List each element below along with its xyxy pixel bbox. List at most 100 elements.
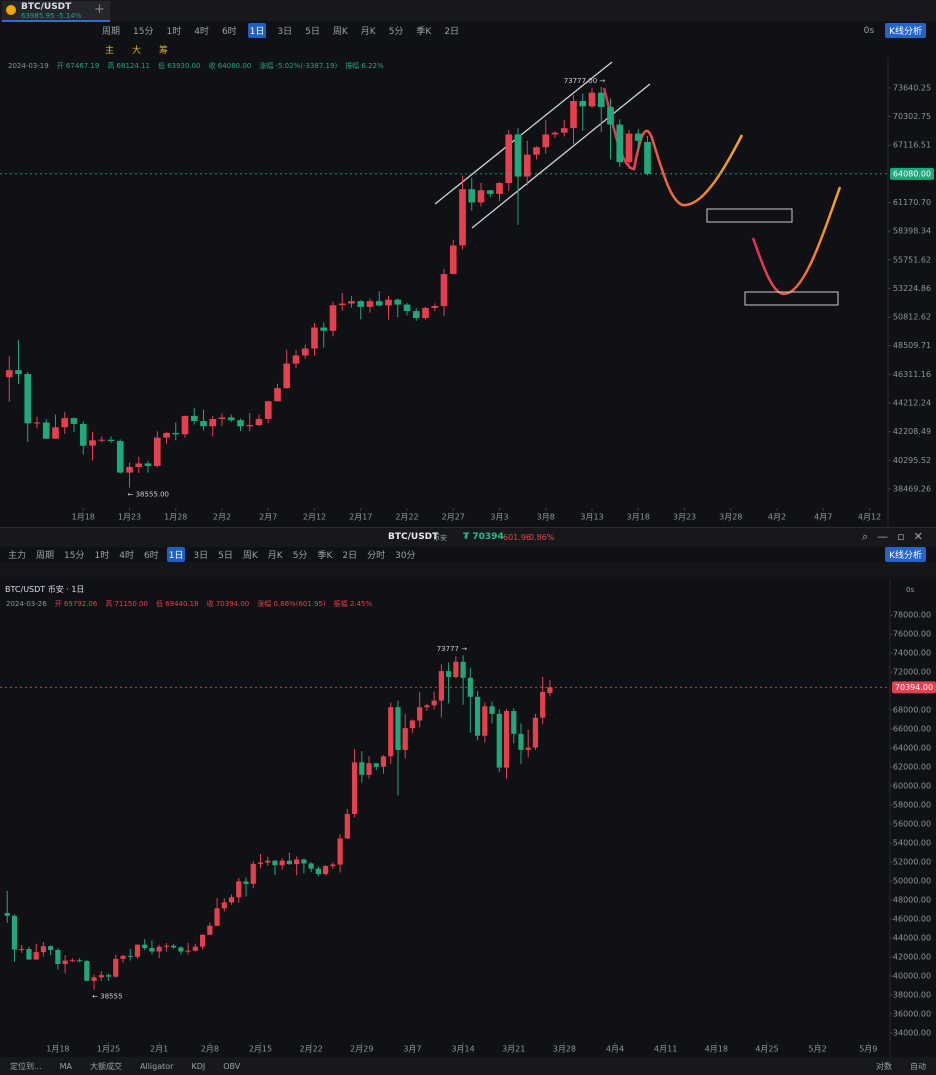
candle-body bbox=[373, 763, 379, 767]
timeframe-button[interactable]: 2日 bbox=[342, 550, 358, 561]
drawing-tools: 主大筹 bbox=[103, 42, 170, 57]
timeframe-button[interactable]: 5分 bbox=[388, 27, 404, 37]
x-tick-label: 2月27 bbox=[442, 513, 465, 522]
candle-body bbox=[11, 915, 18, 950]
top-right-item[interactable]: K线分析 bbox=[885, 546, 926, 562]
timeframe-button[interactable]: 1日 bbox=[247, 23, 267, 38]
status-item[interactable]: 自动 bbox=[910, 1062, 926, 1071]
top-right-item[interactable]: 0s bbox=[863, 25, 875, 36]
high-label: 73777.00 → bbox=[564, 77, 606, 85]
candle-body bbox=[255, 418, 263, 426]
candle-body bbox=[417, 707, 423, 721]
low-label: ← 38555 bbox=[92, 993, 122, 1001]
candle-body bbox=[301, 348, 309, 356]
y-tick-label: 52000.00 bbox=[893, 858, 931, 867]
status-item[interactable]: 定位到... bbox=[10, 1061, 42, 1071]
x-tick-label: 4月7 bbox=[814, 513, 832, 522]
timeframe-button[interactable]: 15分 bbox=[133, 27, 154, 37]
timeframe-button[interactable]: 周期 bbox=[36, 550, 55, 561]
info-item[interactable]: 涨幅 -5.02%(-3387.19) bbox=[259, 62, 338, 70]
drawing-tool[interactable]: 筹 bbox=[159, 46, 169, 56]
candle-body bbox=[264, 401, 272, 419]
timeframe-button[interactable]: 30分 bbox=[395, 550, 416, 561]
info-item[interactable]: 2024-03-26 bbox=[6, 600, 47, 608]
info-item[interactable]: 收 70394.00 bbox=[206, 600, 250, 608]
info-item[interactable]: 开 69792.06 bbox=[54, 600, 98, 608]
x-tick-label: 1月18 bbox=[46, 1045, 69, 1054]
timeframe-button[interactable]: 2日 bbox=[444, 27, 460, 37]
info-item[interactable]: 高 71150.00 bbox=[105, 600, 148, 608]
status-item[interactable]: KDJ bbox=[191, 1061, 206, 1071]
timeframe-button[interactable]: 分时 bbox=[367, 550, 386, 561]
timeframe-button[interactable]: 3日 bbox=[277, 27, 293, 37]
status-item[interactable]: 大额成交 bbox=[90, 1061, 123, 1071]
info-item[interactable]: 收 64080.00 bbox=[208, 62, 252, 70]
candle-body bbox=[98, 439, 106, 441]
timeframe-button[interactable]: 1日 bbox=[166, 546, 186, 562]
candle-body bbox=[446, 671, 452, 678]
timeframe-button[interactable]: 周K bbox=[332, 27, 348, 37]
timeframe-button[interactable]: 6时 bbox=[143, 550, 159, 561]
x-tick-label: 3月28 bbox=[719, 513, 742, 522]
y-tick-label: 34000.00 bbox=[893, 1028, 931, 1037]
timeframe-button[interactable]: 主力 bbox=[8, 550, 27, 561]
top-right-item[interactable]: K线分析 bbox=[885, 23, 926, 38]
timeframe-button[interactable]: 6时 bbox=[221, 27, 237, 37]
info-item[interactable]: 振幅 2.45% bbox=[333, 600, 373, 608]
candle-body bbox=[438, 671, 444, 701]
candle-body bbox=[453, 661, 459, 678]
info-item[interactable]: 开 67467.19 bbox=[56, 62, 100, 70]
candle-body bbox=[357, 301, 365, 307]
timeframe-button[interactable]: 1时 bbox=[166, 27, 182, 37]
x-tick-label: 2月1 bbox=[150, 1045, 168, 1054]
window-change: 601.96 bbox=[503, 533, 531, 542]
candle-body bbox=[329, 305, 337, 331]
x-tick-label: 3月3 bbox=[490, 513, 508, 522]
candle-body bbox=[4, 913, 10, 916]
timeframe-button[interactable]: 季K bbox=[416, 27, 432, 37]
candle-body bbox=[163, 432, 170, 438]
info-item[interactable]: 2024-03-19 bbox=[8, 62, 49, 70]
add-tab[interactable]: + bbox=[94, 2, 105, 17]
timeframe-button[interactable]: 月K bbox=[360, 27, 376, 37]
timeframe-button[interactable]: 月K bbox=[267, 550, 283, 561]
candle-body bbox=[113, 958, 119, 977]
window-symbol: BTC/USDT bbox=[388, 532, 439, 542]
info-item[interactable]: 涨幅 0.86%(601.95) bbox=[257, 600, 326, 608]
info-item[interactable]: 低 69440.18 bbox=[155, 600, 199, 608]
timeframe-button[interactable]: 1时 bbox=[94, 550, 110, 561]
info-item[interactable]: 高 68124.11 bbox=[107, 62, 150, 70]
timeframe-button[interactable]: 4时 bbox=[119, 550, 134, 561]
x-tick-label: 2月8 bbox=[201, 1045, 219, 1054]
timeframe-button[interactable]: 4时 bbox=[194, 27, 209, 37]
refresh-label: 0s bbox=[906, 586, 915, 594]
candle-body bbox=[274, 388, 281, 402]
timeframe-button[interactable]: 5分 bbox=[292, 550, 308, 561]
candle-body bbox=[503, 711, 510, 768]
candle-body bbox=[388, 707, 394, 757]
candle-body bbox=[403, 304, 411, 312]
drawing-tool[interactable]: 大 bbox=[132, 46, 142, 56]
y-tick-label: 60000.00 bbox=[893, 782, 931, 791]
status-item[interactable]: 对数 bbox=[876, 1062, 892, 1071]
timeframe-button[interactable]: 5日 bbox=[218, 550, 233, 561]
info-item[interactable]: 振幅 6.22% bbox=[345, 62, 384, 70]
y-tick-label: 44212.24 bbox=[893, 399, 931, 408]
status-item[interactable]: OBV bbox=[223, 1061, 241, 1071]
status-item[interactable]: MA bbox=[59, 1061, 73, 1071]
top-right-tools: 0s K线分析 bbox=[862, 23, 926, 38]
window-controls[interactable]: ⌕—▫✕ bbox=[862, 530, 932, 543]
timeframe-button[interactable]: 周K bbox=[242, 550, 258, 561]
timeframe-button[interactable]: 季K bbox=[317, 550, 333, 561]
timeframe-button[interactable]: 周期 bbox=[102, 27, 121, 37]
candle-body bbox=[518, 733, 524, 750]
drawing-tool[interactable]: 主 bbox=[105, 46, 115, 56]
timeframe-button[interactable]: 5日 bbox=[305, 27, 320, 37]
candle-body bbox=[89, 440, 96, 446]
tab[interactable]: BTC/USDT 63985.95 -5.14% bbox=[2, 1, 110, 22]
timeframe-button[interactable]: 3日 bbox=[193, 550, 209, 561]
candle-body bbox=[337, 838, 343, 865]
info-item[interactable]: 低 63930.00 bbox=[157, 62, 201, 70]
status-item[interactable]: Alligator bbox=[140, 1061, 174, 1071]
timeframe-button[interactable]: 15分 bbox=[64, 550, 85, 561]
